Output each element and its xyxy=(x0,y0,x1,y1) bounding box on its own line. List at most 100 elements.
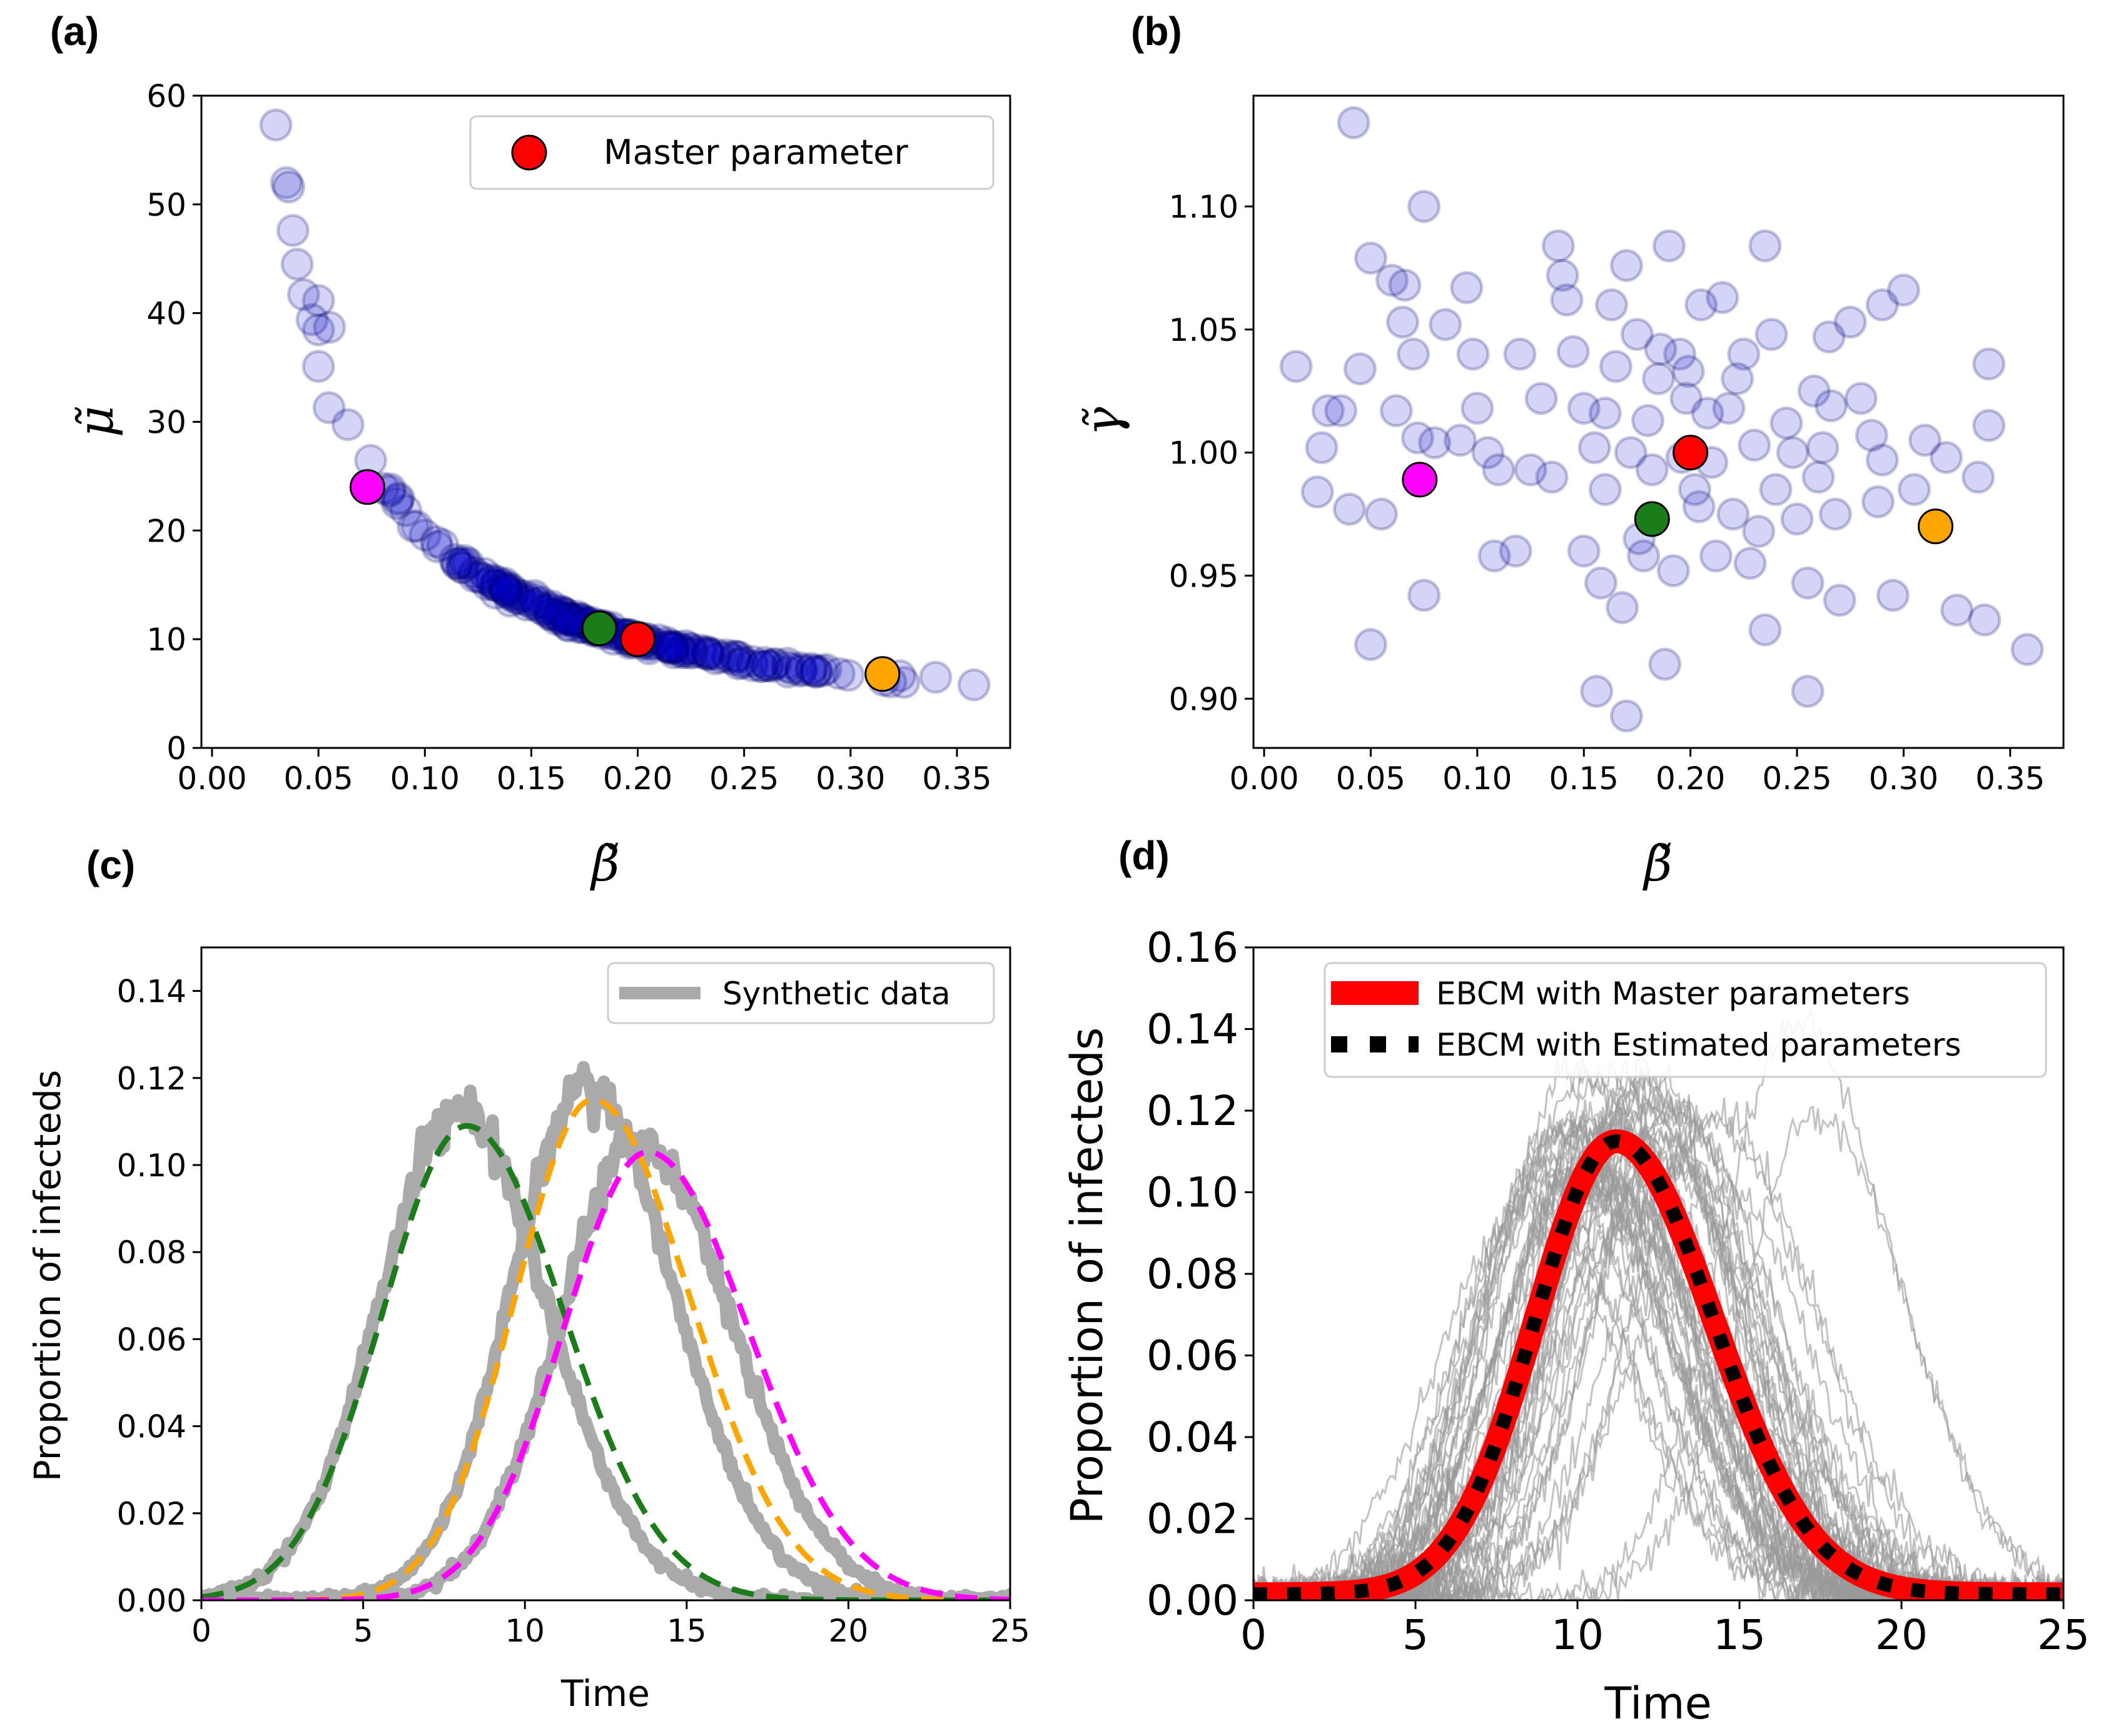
scatter-point xyxy=(532,593,565,627)
scatter-point xyxy=(1614,436,1648,470)
scatter-point xyxy=(957,668,991,702)
scatter-point xyxy=(527,593,561,627)
scatter-point xyxy=(1776,436,1810,470)
scatter-point xyxy=(520,588,554,622)
panel-c-legend: Synthetic data xyxy=(607,962,995,1024)
scatter-point xyxy=(1354,628,1387,662)
scatter-point xyxy=(552,602,586,635)
scatter-point xyxy=(691,636,724,670)
y-tick-label: 0.04 xyxy=(117,1409,186,1445)
scatter-point xyxy=(656,632,689,665)
y-tick-label: 0.00 xyxy=(117,1583,186,1619)
x-tick-label: 0.35 xyxy=(1975,760,2045,797)
scatter-point xyxy=(544,594,577,628)
ebcm-estimated-curve xyxy=(1253,1134,2063,1600)
scatter-point xyxy=(683,633,717,667)
scatter-point xyxy=(685,636,719,670)
scatter-point xyxy=(438,543,472,577)
fit-curve-orange xyxy=(201,1097,1010,1600)
x-tick-label: 0.20 xyxy=(1656,760,1725,797)
scatter-point xyxy=(1972,347,2006,381)
scatter-point xyxy=(1754,318,1788,351)
scatter-point xyxy=(674,632,708,666)
scatter-point xyxy=(657,636,691,670)
scatter-point xyxy=(726,646,759,680)
scatter-point xyxy=(400,509,433,543)
x-axis-label: Time xyxy=(560,1672,650,1715)
x-tick-label: 0.05 xyxy=(283,760,353,797)
scatter-point xyxy=(1599,350,1633,383)
scatter-point xyxy=(710,638,744,672)
scatter-point xyxy=(465,562,499,595)
scatter-point xyxy=(774,652,808,685)
stochastic-run xyxy=(1253,1069,2063,1600)
scatter-point xyxy=(1343,352,1377,386)
x-tick-label: 20 xyxy=(829,1613,869,1649)
scatter-point xyxy=(1546,258,1579,292)
y-tick-label: 0.02 xyxy=(1147,1495,1238,1543)
synthetic-data-orange xyxy=(201,1061,1010,1600)
scatter-point xyxy=(382,481,416,515)
scatter-point xyxy=(487,568,520,602)
scatter-point xyxy=(1450,271,1484,305)
scatter-point xyxy=(1833,305,1867,339)
highlight-point-orange xyxy=(864,656,901,692)
scatter-point xyxy=(551,603,585,637)
scatter-point xyxy=(512,584,545,618)
scatter-point xyxy=(1337,106,1370,139)
scatter-point xyxy=(1375,263,1409,297)
scatter-point xyxy=(1642,362,1675,396)
scatter-point xyxy=(1780,502,1814,536)
scatter-point xyxy=(331,408,365,442)
scatter-point xyxy=(389,494,423,528)
scatter-point xyxy=(822,657,856,690)
highlight-point-red xyxy=(620,621,656,657)
x-tick-label: 5 xyxy=(1402,1611,1429,1659)
y-tick-label: 0.08 xyxy=(1147,1250,1238,1298)
y-tick-label: 10 xyxy=(146,622,186,658)
scatter-point xyxy=(795,652,829,685)
scatter-point xyxy=(692,637,726,670)
scatter-point xyxy=(1397,337,1430,371)
scatter-point xyxy=(672,631,706,665)
scatter-point xyxy=(1609,699,1643,733)
scatter-point xyxy=(1806,431,1840,465)
scatter-point xyxy=(806,654,839,688)
scatter-point xyxy=(691,638,725,672)
scatter-point xyxy=(535,592,569,626)
scatter-point xyxy=(295,303,329,336)
scatter-point xyxy=(1865,288,1899,322)
scatter-point xyxy=(1595,288,1629,322)
scatter-point xyxy=(313,310,347,344)
panel-d: 0 5 10 15 20 25 0.00 0.02 0.04 0.06 0.08 0.10 0.12 0.… xyxy=(1061,924,2090,1729)
x-tick-label: 0.10 xyxy=(1442,760,1512,797)
y-axis-label: γ̃ xyxy=(1075,406,1131,436)
scatter-point xyxy=(1577,431,1611,465)
y-tick-label: 60 xyxy=(146,78,186,114)
scatter-point xyxy=(494,578,528,612)
scatter-point xyxy=(524,585,558,619)
scatter-point xyxy=(1815,389,1848,423)
scatter-point xyxy=(1471,436,1505,470)
scatter-point xyxy=(312,391,346,425)
scatter-point xyxy=(551,608,585,642)
scatter-point xyxy=(1364,497,1398,531)
scatter-point xyxy=(1791,566,1825,600)
scatter-point xyxy=(1631,404,1664,438)
x-tick-label: 0.25 xyxy=(709,760,779,797)
x-tick-label: 0 xyxy=(191,1613,211,1649)
scatter-point xyxy=(1727,337,1761,371)
scatter-point xyxy=(548,602,582,636)
scatter-point xyxy=(736,645,769,679)
scatter-point xyxy=(1653,229,1686,263)
scatter-point xyxy=(301,313,335,346)
scatter-point xyxy=(448,543,482,577)
scatter-point xyxy=(799,655,833,689)
scatter-point xyxy=(1908,423,1941,457)
highlight-point-green xyxy=(581,610,617,647)
scatter-point xyxy=(1791,674,1825,708)
x-tick-label: 0.35 xyxy=(922,760,991,797)
scatter-point xyxy=(457,560,490,593)
scatter-point xyxy=(667,633,701,667)
y-tick-label: 0 xyxy=(166,730,186,767)
